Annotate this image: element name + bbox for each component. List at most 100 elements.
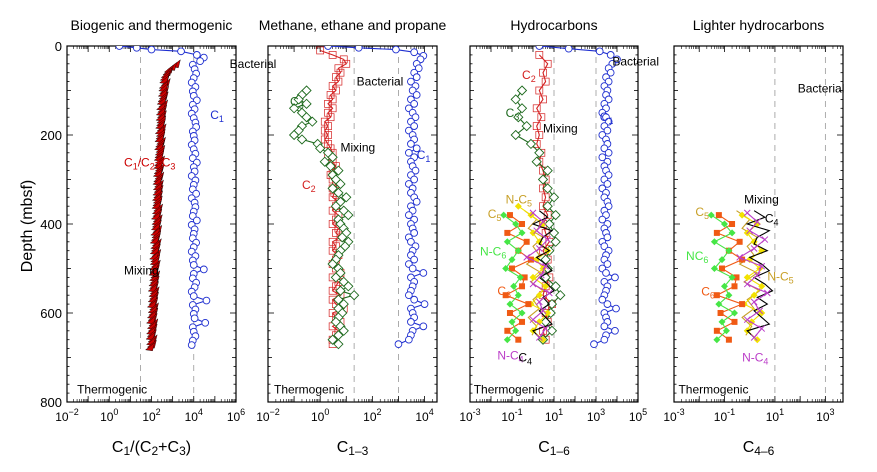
data-point (750, 291, 758, 299)
data-point (731, 318, 738, 325)
data-point (420, 300, 429, 308)
annotation-label: Mixing (543, 121, 578, 135)
data-point (327, 334, 338, 345)
data-point (328, 51, 337, 59)
series-ratio (145, 59, 181, 352)
data-point (339, 55, 348, 64)
data-point (410, 122, 419, 130)
data-point (535, 51, 544, 59)
data-point (334, 77, 343, 86)
data-point (412, 144, 421, 153)
data-point (532, 122, 541, 130)
data-point (410, 175, 419, 184)
data-point (327, 183, 338, 194)
data-point (288, 129, 300, 141)
data-point (540, 254, 551, 265)
data-point (515, 336, 522, 343)
data-point (750, 298, 758, 306)
annotation-label: Thermogenic (77, 383, 147, 397)
data-point (414, 64, 423, 73)
data-area (115, 46, 211, 352)
data-point (719, 265, 726, 272)
data-point (147, 46, 156, 54)
data-point (534, 147, 545, 158)
data-point (613, 55, 621, 64)
data-point (412, 73, 421, 82)
data-point (196, 57, 204, 65)
data-point (410, 48, 419, 57)
data-point (335, 285, 346, 296)
x-tick-label: 101 (766, 407, 784, 424)
chart-panels: Biogenic and thermogenic 10−2 100 102 104 106… (55, 17, 844, 458)
data-point (539, 220, 547, 228)
data-point (603, 233, 612, 242)
data-point (132, 46, 141, 52)
annotation-label: C6 (497, 284, 511, 300)
x-tick-label: 106 (227, 407, 245, 424)
data-point (333, 165, 344, 176)
data-point (523, 254, 531, 261)
data-point (500, 211, 508, 219)
data-point (746, 227, 754, 235)
data-point (718, 318, 726, 326)
data-point (544, 218, 555, 230)
data-point (293, 94, 304, 105)
chart-panel-4: Lighter hydrocarbons 10-3 10-1 101 103 C4–6 Ba… (663, 17, 844, 458)
data-point (146, 315, 156, 325)
y-tick-label: 0 (55, 39, 62, 54)
x-tick-label: 103 (816, 407, 834, 424)
data-point (535, 298, 543, 306)
data-point (535, 291, 543, 299)
x-tick-label: 105 (629, 407, 647, 424)
data-point (539, 307, 547, 315)
data-point (410, 99, 419, 108)
data-point (333, 339, 344, 350)
annotation-label: C1 (417, 148, 431, 164)
data-point (539, 95, 547, 104)
data-point (545, 289, 553, 297)
data-point (535, 86, 544, 95)
data-point (542, 325, 549, 332)
data-point (761, 236, 769, 243)
data-point (718, 256, 726, 264)
data-point (535, 334, 543, 341)
data-point (535, 318, 543, 326)
data-point (503, 336, 511, 344)
data-point (564, 46, 573, 53)
annotation-label: N-C5 (767, 270, 793, 286)
data-point (603, 126, 612, 135)
data-point (202, 296, 211, 305)
data-area (288, 46, 429, 350)
data-point (509, 265, 515, 272)
data-point (410, 295, 419, 304)
annotation-label: C1 (210, 108, 224, 124)
data-point (542, 201, 553, 212)
data-point (604, 148, 613, 157)
data-point (722, 327, 730, 335)
data-point (519, 221, 526, 227)
data-point (412, 197, 421, 206)
y-axis-label-group: Depth (mbsf) (19, 180, 36, 272)
x-axis-label: C4–6 (743, 439, 775, 458)
data-point (758, 325, 766, 332)
series-line (536, 54, 553, 340)
x-tick-label: 10-1 (501, 407, 522, 424)
x-axis-label: C1–3 (337, 439, 369, 458)
data-point (758, 282, 766, 290)
data-point (550, 236, 561, 247)
data-point (725, 336, 732, 343)
data-point (753, 336, 761, 344)
data-point (516, 273, 524, 281)
data-point (502, 292, 509, 299)
y-tick-label: 600 (40, 306, 62, 321)
data-point (750, 245, 758, 252)
data-point (550, 209, 561, 221)
chart-panel-3: Hydrocarbons 10-3 10-1 101 103 105 C1–6 Bacteri… (459, 17, 659, 458)
data-point (341, 192, 352, 203)
data-point (600, 335, 609, 344)
data-point (743, 209, 751, 217)
data-point (407, 140, 415, 148)
series-nc4 (736, 209, 771, 341)
data-point (354, 46, 363, 52)
data-point (335, 178, 346, 190)
